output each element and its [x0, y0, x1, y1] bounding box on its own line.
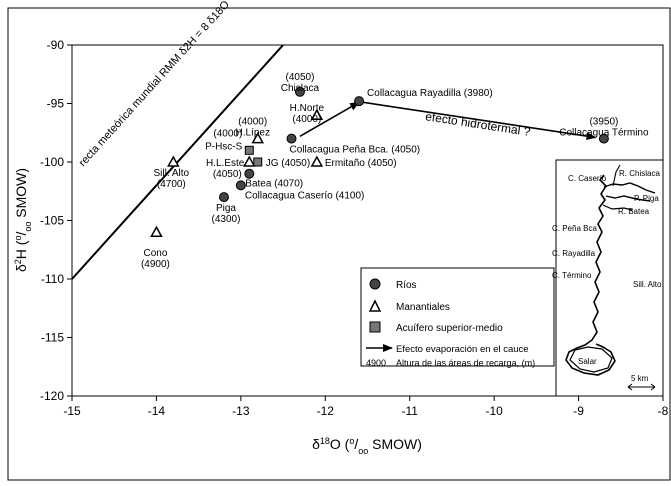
point-label: (4050): [213, 169, 242, 180]
x-tick-label: -14: [148, 404, 166, 418]
legend-square-icon: [369, 321, 381, 333]
legend: Ríos Manantiales Acuífero superior-medio…: [360, 267, 555, 368]
evaporation-arrow: [363, 101, 597, 141]
point-label: Ermitaño (4050): [325, 158, 397, 169]
evaporation-arrow: [299, 101, 360, 137]
salar-outline: [569, 346, 613, 373]
river-point: [354, 96, 365, 107]
y-tick-label: -105: [40, 214, 64, 228]
point-label: Collacagua Peña Bca. (4050): [290, 145, 421, 156]
point-label: (4900): [141, 259, 170, 270]
river-point: [598, 133, 609, 144]
point-label: (4000): [292, 114, 321, 125]
x-tick-label: -10: [485, 404, 503, 418]
point-label: Chislaca: [281, 83, 320, 94]
inset-label-salar: Salar: [578, 357, 597, 366]
scale-bar-arrowheads: [627, 383, 656, 391]
y-tick-label: -90: [47, 38, 65, 52]
legend-label-evaporacion: Efecto evaporación en el cauce: [396, 344, 529, 355]
inset-label-piga: P. Piga: [634, 194, 659, 203]
point-label: H.Lípez: [236, 128, 270, 139]
legend-label-manantiales: Manantiales: [396, 302, 450, 313]
aquifer-point: [244, 145, 254, 155]
river-point: [244, 168, 255, 179]
spring-point: [251, 132, 265, 144]
point-label: Sill. Alto: [154, 168, 190, 179]
x-tick-label: -12: [317, 404, 335, 418]
point-label: JG (4050): [266, 158, 310, 169]
legend-circle-icon: [369, 278, 381, 290]
spring-point: [310, 155, 324, 167]
point-label: Collacagua Rayadilla (3980): [367, 88, 493, 99]
river-point: [294, 86, 305, 97]
legend-number-symbol: 4900: [366, 358, 386, 368]
axes: -15 -14 -13 -12 -11 -10 -9 -8 -90 -95 -100 -105 -110…: [40, 38, 669, 418]
y-axis-title: δ2H (o/oo SMOW): [13, 168, 33, 272]
point-label: (4300): [212, 214, 241, 225]
legend-label-rios: Ríos: [396, 280, 417, 291]
point-label: Batea (4070): [245, 179, 303, 190]
meteoric-water-line: [72, 45, 285, 280]
x-tick-label: -9: [573, 404, 584, 418]
spring-point: [150, 225, 163, 237]
inset-label-batea: R. Batea: [618, 207, 650, 216]
point-label: Collacagua Término: [559, 128, 649, 139]
point-label: Collacagua Caserío (4100): [245, 190, 365, 201]
y-tick-label: -100: [40, 155, 64, 169]
batea-branch: [602, 204, 633, 211]
legend-box: [360, 267, 555, 367]
inset-map-frame: [555, 159, 664, 397]
scale-bar-label: 5 km: [631, 374, 649, 383]
river-point: [235, 180, 246, 191]
spring-point: [243, 155, 256, 167]
point-label: P-Hsc-S: [205, 141, 243, 152]
inset-label-rayadilla: C. Rayadilla: [552, 249, 596, 258]
north-tributary: [612, 164, 621, 187]
point-label: H.Norte: [290, 103, 325, 114]
piga-branch: [605, 195, 651, 202]
legend-label-altura: Altura de las áreas de recarga, (m): [396, 358, 535, 368]
x-tick-label: -11: [401, 404, 418, 418]
point-label: (3950): [589, 117, 618, 128]
evaporation-arrows: [299, 101, 597, 141]
point-label: (4050): [286, 72, 315, 83]
spring-point: [167, 155, 180, 167]
data-points: [150, 86, 609, 237]
spring-point: [310, 108, 324, 120]
x-tick-label: -13: [232, 404, 250, 418]
point-labels: (4050)Chislaca Collacagua Rayadilla (3980…: [141, 72, 649, 270]
inset-label-caserio: C. Caserío: [568, 174, 607, 183]
river-point: [286, 133, 297, 144]
legend-triangle-icon: [368, 299, 382, 312]
inset-label-sill-alto: Sill. Alto: [633, 280, 662, 289]
x-tick-label: -15: [63, 404, 81, 418]
inset-label-termino: C. Término: [552, 271, 592, 280]
inset-label-pena-bca: C. Peña Bca: [552, 224, 597, 233]
river-point: [218, 192, 229, 203]
y-tick-label: -120: [40, 389, 64, 403]
aquifer-point: [253, 157, 263, 167]
point-label: Piga: [216, 203, 236, 214]
y-tick-label: -95: [47, 97, 65, 111]
x-tick-label: -8: [658, 404, 669, 418]
inset-map: C. Caserío R. Chislaca P. Piga R. Batea …: [552, 159, 664, 397]
point-label: Cono: [143, 248, 167, 259]
river-channel: [565, 174, 616, 376]
x-axis-title: δ18O (o/oo SMOW): [312, 436, 422, 456]
inset-label-chislaca: R. Chislaca: [619, 169, 660, 178]
point-label: (4700): [157, 179, 186, 190]
point-label: H.L.Este: [206, 158, 245, 169]
legend-label-acuifero: Acuífero superior-medio: [396, 323, 503, 334]
point-label: (4000): [238, 117, 267, 128]
y-tick-label: -110: [41, 272, 64, 286]
point-label: (4000): [213, 128, 242, 139]
y-tick-label: -115: [41, 331, 64, 345]
